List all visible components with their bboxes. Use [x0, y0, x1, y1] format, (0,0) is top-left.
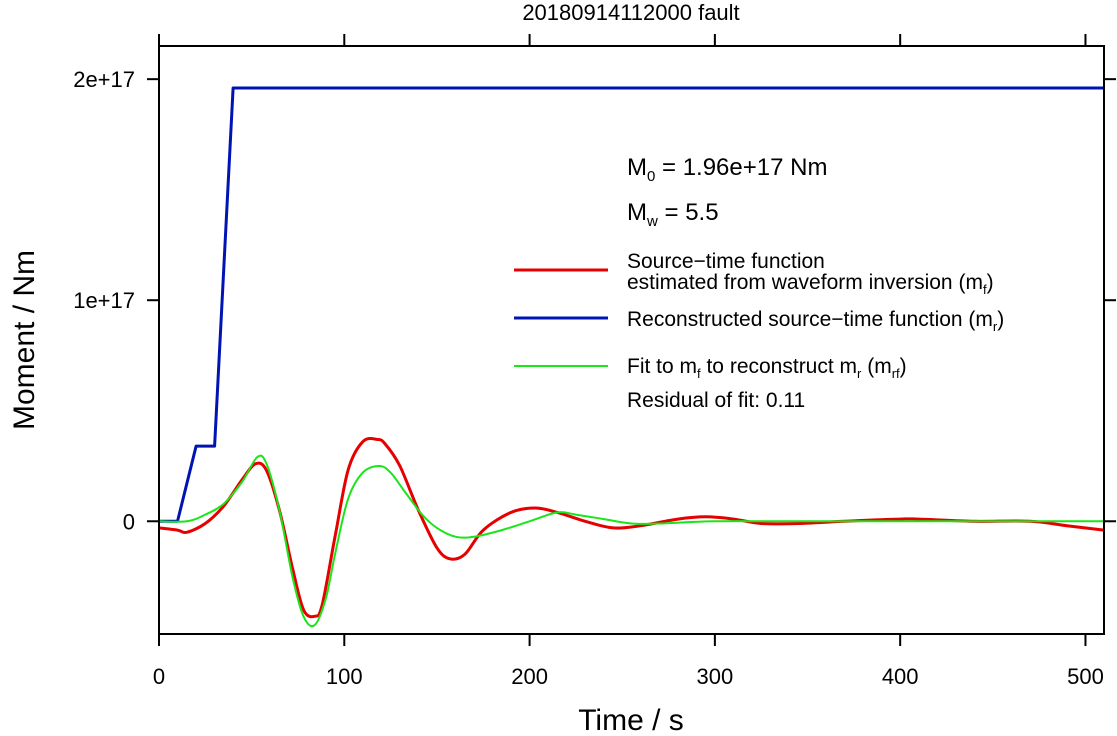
- legend-label-mf-line2: estimated from waveform inversion (mf): [627, 271, 994, 297]
- x-tick-label: 200: [511, 664, 548, 689]
- svg-text:M0 = 1.96e+17 Nm: M0 = 1.96e+17 Nm: [627, 154, 827, 185]
- series-line-mrf: [158, 454, 1104, 628]
- svg-text:Mw = 5.5: Mw = 5.5: [627, 199, 719, 230]
- series-layer: [158, 86, 1105, 628]
- legend-label-mf-line1: Source−time function: [627, 250, 825, 273]
- legend-entry-mrf: Fit to mf to reconstruct mr (mrf): [514, 355, 907, 381]
- legend-entry-mf: Source−time function estimated from wave…: [514, 250, 994, 297]
- legend-label-mr: Reconstructed source−time function (mr): [627, 308, 1004, 334]
- x-tick-label: 500: [1067, 664, 1104, 689]
- chart-title: 20180914112000 fault: [522, 0, 739, 25]
- plot-frame: [158, 45, 1105, 635]
- x-tick-label: 400: [882, 664, 919, 689]
- annotation-m0: M0 = 1.96e+17 Nm: [627, 154, 827, 185]
- y-tick-label: 1e+17: [73, 288, 135, 313]
- legend: Source−time function estimated from wave…: [514, 250, 1004, 412]
- axes-layer: 0 100 200 300 400 500 0 1e+17 2e+17: [73, 34, 1116, 689]
- annotation-mw: Mw = 5.5: [627, 199, 719, 230]
- residual-label: Residual of fit: 0.11: [627, 389, 805, 412]
- y-tick-label: 2e+17: [73, 67, 135, 92]
- y-tick-label: 0: [123, 509, 135, 534]
- legend-label-mrf: Fit to mf to reconstruct mr (mrf): [627, 355, 907, 381]
- x-tick-label: 100: [326, 664, 363, 689]
- x-axis-label: Time / s: [578, 704, 684, 736]
- series-line-mr: [159, 86, 1104, 523]
- x-tick-label: 0: [153, 664, 165, 689]
- y-axis-label: Moment / Nm: [8, 250, 41, 430]
- legend-entry-mr: Reconstructed source−time function (mr): [514, 308, 1004, 334]
- x-tick-label: 300: [697, 664, 734, 689]
- series-line-mf: [158, 437, 1105, 619]
